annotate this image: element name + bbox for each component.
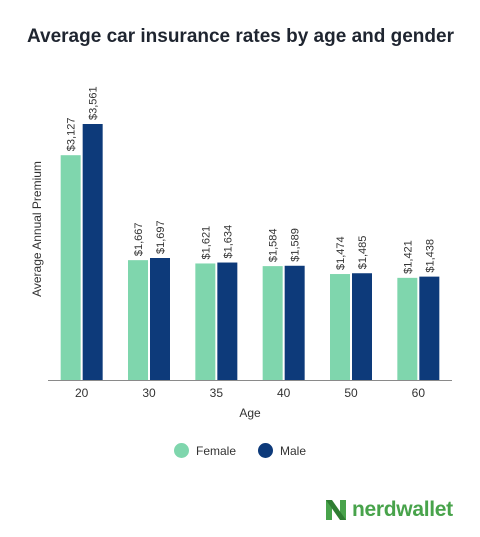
y-axis-label: Average Annual Premium — [30, 161, 44, 297]
data-label-female-50: $1,474 — [335, 236, 347, 270]
x-tick-label-60: 60 — [412, 386, 426, 400]
legend-item-male: Male — [258, 443, 306, 458]
bars-group: $3,127 $3,561 $1,667 $1,697 $1,621 $1,634 $1,5… — [60, 86, 440, 380]
bar-female-30 — [128, 260, 148, 380]
nerdwallet-wordmark: nerdwallet — [352, 498, 453, 521]
data-label-female-20: $3,127 — [66, 118, 78, 152]
legend-label-female: Female — [195, 443, 236, 458]
legend-swatch-female — [173, 443, 189, 458]
x-tick-label-50: 50 — [344, 386, 358, 400]
data-label-female-60: $1,421 — [402, 240, 414, 274]
legend-label-male: Male — [280, 443, 307, 458]
legend-swatch-male — [258, 443, 273, 458]
bar-female-50 — [330, 274, 350, 380]
bar-chart: Average Annual Premium $3,127 $3,561 $1,66… — [30, 86, 452, 420]
data-label-male-30: $1,697 — [155, 220, 167, 254]
data-label-female-35: $1,621 — [200, 226, 212, 260]
bar-female-35 — [195, 263, 216, 380]
x-tick-labels: 20 30 35 40 50 60 — [75, 386, 425, 400]
data-label-female-40: $1,584 — [268, 228, 280, 262]
data-label-female-30: $1,667 — [133, 223, 145, 257]
x-tick-label-35: 35 — [210, 386, 224, 400]
data-label-male-50: $1,485 — [357, 236, 369, 270]
legend: Female Male — [0, 443, 480, 458]
chart-title: Average car insurance rates by age and g… — [27, 26, 454, 47]
nerdwallet-n-logo-icon — [326, 500, 346, 520]
x-axis-label: Age — [239, 406, 261, 420]
data-label-male-40: $1,589 — [290, 228, 302, 262]
bar-male-50 — [352, 273, 372, 380]
bar-female-40 — [262, 266, 283, 380]
x-tick-label-40: 40 — [277, 386, 291, 400]
nerdwallet-brand: nerdwallet — [325, 498, 453, 522]
bar-male-60 — [419, 276, 440, 380]
bar-male-35 — [217, 262, 238, 380]
bar-male-20 — [82, 124, 103, 380]
data-label-male-60: $1,438 — [424, 239, 436, 273]
x-tick-label-30: 30 — [142, 386, 156, 400]
legend-item-female: Female — [173, 443, 236, 458]
bar-male-40 — [284, 265, 305, 380]
x-tick-label-20: 20 — [75, 386, 89, 400]
data-label-male-35: $1,634 — [222, 225, 234, 259]
data-label-male-20: $3,561 — [88, 86, 100, 120]
bar-female-60 — [397, 277, 418, 380]
bar-male-30 — [150, 258, 170, 380]
bar-female-20 — [60, 155, 81, 380]
